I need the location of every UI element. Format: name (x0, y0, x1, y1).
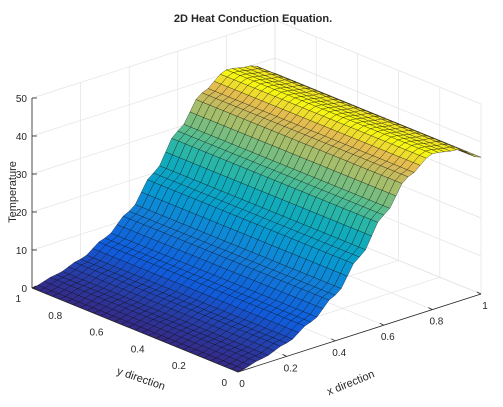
grid-line (274, 19, 482, 105)
x-tick-label: 0.6 (381, 332, 395, 343)
z-tick-label: 0 (21, 284, 27, 295)
z-axis-label: Temperature (7, 161, 19, 223)
y-tick-label: 0.4 (131, 344, 145, 355)
x-tick-mark (331, 338, 336, 342)
y-tick-label: 0 (221, 378, 227, 389)
y-tick-label: 0.8 (48, 311, 62, 322)
grid-line (274, 57, 482, 143)
x-tick-label: 0.2 (284, 363, 298, 374)
x-axis-label: x direction (325, 368, 376, 398)
y-tick-mark (73, 302, 78, 306)
y-tick-mark (155, 336, 160, 339)
z-tick-label: 30 (16, 170, 28, 181)
x-tick-label: 0 (239, 379, 245, 390)
y-axis-line (31, 287, 239, 373)
z-tick-label: 20 (16, 208, 28, 219)
axes-layer (31, 97, 482, 373)
surface-patch (467, 153, 482, 158)
x-tick-mark (428, 307, 433, 310)
grid-line (31, 19, 276, 99)
z-tick-label: 50 (16, 94, 28, 105)
y-tick-label: 0.6 (89, 328, 103, 339)
z-tick-label: 10 (16, 246, 28, 257)
x-tick-mark (233, 369, 239, 373)
x-tick-label: 0.8 (429, 317, 443, 328)
y-tick-label: 0.2 (172, 361, 186, 372)
x-tick-mark (282, 354, 287, 357)
x-tick-label: 1 (482, 301, 488, 312)
y-tick-mark (237, 369, 243, 373)
y-tick-mark (114, 319, 119, 322)
y-tick-mark (196, 352, 201, 356)
y-axis-label: y direction (115, 365, 166, 393)
chart-title: 2D Heat Conduction Equation. (174, 13, 332, 25)
x-tick-mark (476, 291, 482, 295)
y-tick-label: 1 (15, 294, 21, 305)
z-tick-label: 40 (16, 132, 28, 143)
x-tick-label: 0.4 (332, 348, 346, 359)
x-axis-line (237, 293, 482, 373)
x-tick-mark (379, 322, 384, 326)
surface-layer (31, 65, 482, 373)
